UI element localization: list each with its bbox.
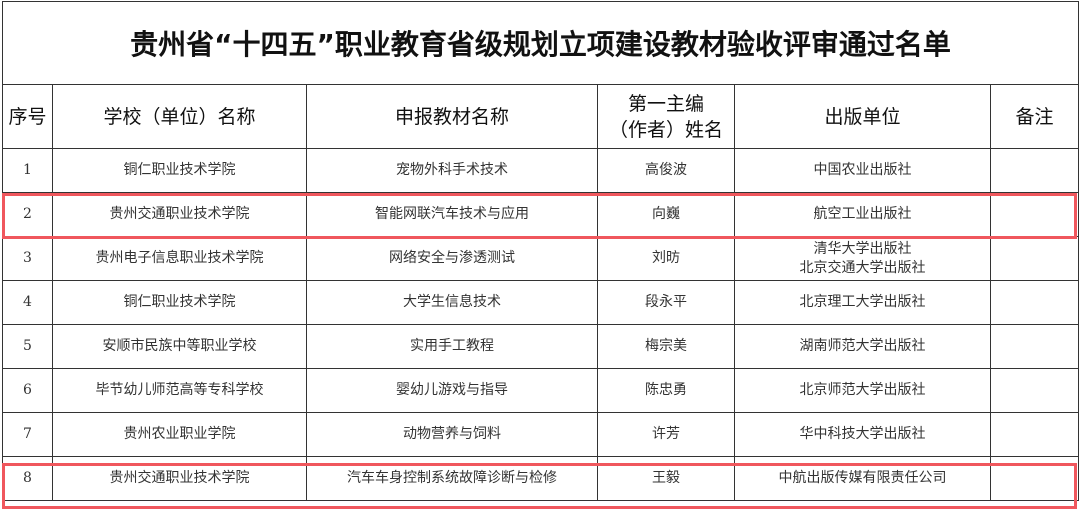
cell-remark	[990, 236, 1079, 281]
cell-school: 安顺市民族中等职业学校	[52, 324, 307, 369]
header-author-line1: 第一主编	[627, 92, 704, 115]
cell-remark	[990, 280, 1079, 325]
cell-school: 贵州交通职业技术学院	[52, 192, 307, 237]
cell-author: 向巍	[597, 192, 735, 237]
cell-publisher: 北京理工大学出版社	[734, 280, 991, 325]
cell-author: 刘昉	[597, 236, 735, 281]
cell-remark	[990, 456, 1079, 501]
header-publisher: 出版单位	[734, 84, 991, 149]
cell-author: 陈忠勇	[597, 368, 735, 413]
cell-seq: 3	[2, 236, 53, 281]
cell-textbook: 动物营养与饲料	[306, 412, 598, 457]
table-row: 2 贵州交通职业技术学院 智能网联汽车技术与应用 向巍 航空工业出版社	[2, 192, 1079, 237]
cell-author: 许芳	[597, 412, 735, 457]
cell-publisher: 航空工业出版社	[734, 192, 991, 237]
header-author-line2: （作者）姓名	[608, 118, 723, 141]
cell-remark	[990, 412, 1079, 457]
table-row: 8 贵州交通职业技术学院 汽车车身控制系统故障诊断与检修 王毅 中航出版传媒有限责任公司	[2, 456, 1079, 501]
cell-textbook: 网络安全与渗透测试	[306, 236, 598, 281]
header-author: 第一主编 （作者）姓名	[597, 84, 735, 149]
table-row: 3 贵州电子信息职业技术学院 网络安全与渗透测试 刘昉 清华大学出版社 北京交通大学出版社	[2, 236, 1079, 281]
cell-textbook: 汽车车身控制系统故障诊断与检修	[306, 456, 598, 501]
table-row: 5 安顺市民族中等职业学校 实用手工教程 梅宗美 湖南师范大学出版社	[2, 324, 1079, 369]
cell-school: 贵州交通职业技术学院	[52, 456, 307, 501]
header-school: 学校（单位）名称	[52, 84, 307, 149]
cell-publisher: 华中科技大学出版社	[734, 412, 991, 457]
cell-remark	[990, 324, 1079, 369]
cell-school: 铜仁职业技术学院	[52, 280, 307, 325]
cell-remark	[990, 368, 1079, 413]
cell-remark	[990, 148, 1079, 193]
cell-school: 毕节幼儿师范高等专科学校	[52, 368, 307, 413]
table-row: 7 贵州农业职业学院 动物营养与饲料 许芳 华中科技大学出版社	[2, 412, 1079, 457]
cell-publisher: 中航出版传媒有限责任公司	[734, 456, 991, 501]
cell-remark	[990, 192, 1079, 237]
table-row: 4 铜仁职业技术学院 大学生信息技术 段永平 北京理工大学出版社	[2, 280, 1079, 325]
cell-author: 段永平	[597, 280, 735, 325]
cell-author: 王毅	[597, 456, 735, 501]
cell-author: 梅宗美	[597, 324, 735, 369]
cell-textbook: 大学生信息技术	[306, 280, 598, 325]
cell-seq: 6	[2, 368, 53, 413]
document-title: 贵州省“十四五”职业教育省级规划立项建设教材验收评审通过名单	[2, 1, 1079, 85]
header-remark: 备注	[990, 84, 1079, 149]
cell-seq: 1	[2, 148, 53, 193]
cell-textbook: 智能网联汽车技术与应用	[306, 192, 598, 237]
cell-seq: 2	[2, 192, 53, 237]
cell-publisher: 湖南师范大学出版社	[734, 324, 991, 369]
cell-publisher: 中国农业出版社	[734, 148, 991, 193]
cell-seq: 4	[2, 280, 53, 325]
cell-author: 高俊波	[597, 148, 735, 193]
cell-textbook: 宠物外科手术技术	[306, 148, 598, 193]
approval-list-table: 贵州省“十四五”职业教育省级规划立项建设教材验收评审通过名单 序号 学校（单位）…	[2, 1, 1079, 501]
cell-publisher: 清华大学出版社 北京交通大学出版社	[734, 236, 991, 281]
cell-school: 铜仁职业技术学院	[52, 148, 307, 193]
table-row: 6 毕节幼儿师范高等专科学校 婴幼儿游戏与指导 陈忠勇 北京师范大学出版社	[2, 368, 1079, 413]
cell-seq: 7	[2, 412, 53, 457]
cell-seq: 5	[2, 324, 53, 369]
header-row: 序号 学校（单位）名称 申报教材名称 第一主编 （作者）姓名 出版单位 备注	[2, 84, 1079, 149]
publisher-line1: 清华大学出版社	[813, 240, 912, 257]
table-row: 1 铜仁职业技术学院 宠物外科手术技术 高俊波 中国农业出版社	[2, 148, 1079, 193]
header-seq: 序号	[2, 84, 53, 149]
cell-textbook: 婴幼儿游戏与指导	[306, 368, 598, 413]
header-textbook: 申报教材名称	[306, 84, 598, 149]
cell-publisher: 北京师范大学出版社	[734, 368, 991, 413]
publisher-line2: 北京交通大学出版社	[799, 259, 926, 276]
cell-school: 贵州电子信息职业技术学院	[52, 236, 307, 281]
cell-seq: 8	[2, 456, 53, 501]
cell-textbook: 实用手工教程	[306, 324, 598, 369]
cell-school: 贵州农业职业学院	[52, 412, 307, 457]
